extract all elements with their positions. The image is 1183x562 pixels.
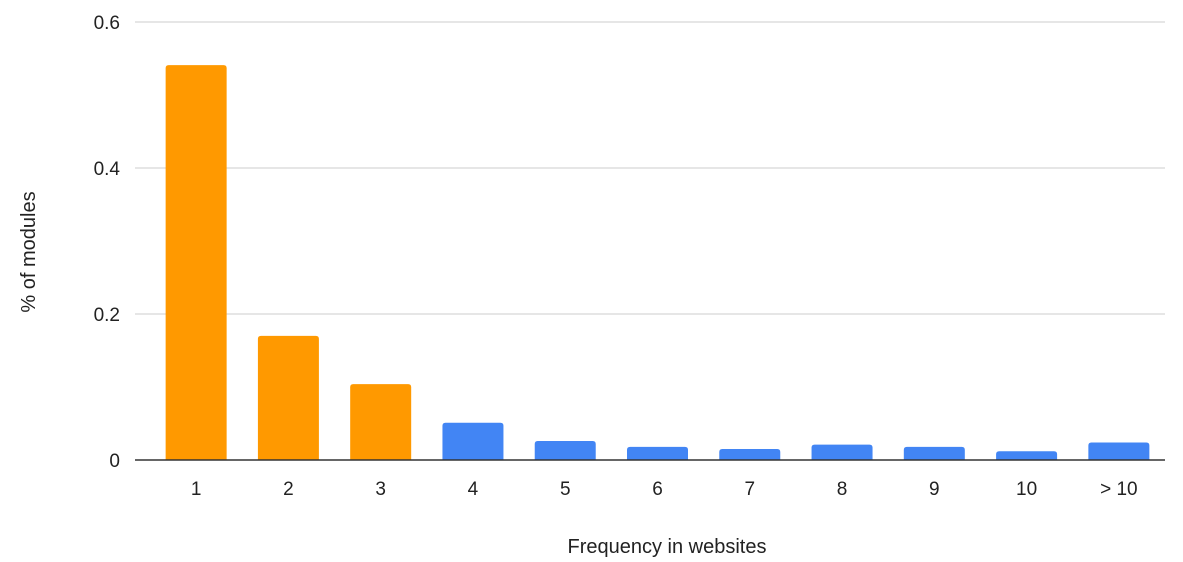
bar-9 <box>903 446 965 460</box>
x-tick-label: > 10 <box>1100 479 1138 500</box>
bar-3 <box>350 384 412 460</box>
y-tick-label: 0.2 <box>94 305 120 326</box>
y-axis-title: % of modules <box>18 191 40 312</box>
bar-11 <box>1088 442 1150 460</box>
x-tick-label: 3 <box>375 479 386 500</box>
bar-7 <box>719 449 781 460</box>
x-tick-label: 4 <box>468 479 479 500</box>
bar-10 <box>996 451 1058 460</box>
x-tick-label: 7 <box>744 479 755 500</box>
y-tick-label: 0.4 <box>94 159 121 180</box>
x-tick-label: 5 <box>560 479 571 500</box>
x-tick-label: 1 <box>191 479 202 500</box>
bar-6 <box>627 446 688 460</box>
x-tick-label: 9 <box>929 479 940 500</box>
x-tick-label: 10 <box>1016 479 1037 500</box>
x-tick-labels: 1 2 3 4 5 6 7 8 9 10 > 10 <box>191 479 1138 500</box>
y-tick-labels: 0 0.2 0.4 0.6 <box>94 13 121 472</box>
x-tick-label: 8 <box>837 479 848 500</box>
x-tick-label: 2 <box>283 479 294 500</box>
x-tick-label: 6 <box>652 479 663 500</box>
bars <box>135 65 1165 461</box>
bar-4 <box>442 422 504 460</box>
y-tick-label: 0 <box>109 451 120 472</box>
bar-1 <box>165 65 227 460</box>
gridlines <box>135 21 1165 315</box>
bar-8 <box>811 444 873 460</box>
y-tick-label: 0.6 <box>94 13 120 34</box>
bar-2 <box>257 335 319 460</box>
bar-5 <box>534 441 596 460</box>
x-axis-title: Frequency in websites <box>568 536 767 558</box>
